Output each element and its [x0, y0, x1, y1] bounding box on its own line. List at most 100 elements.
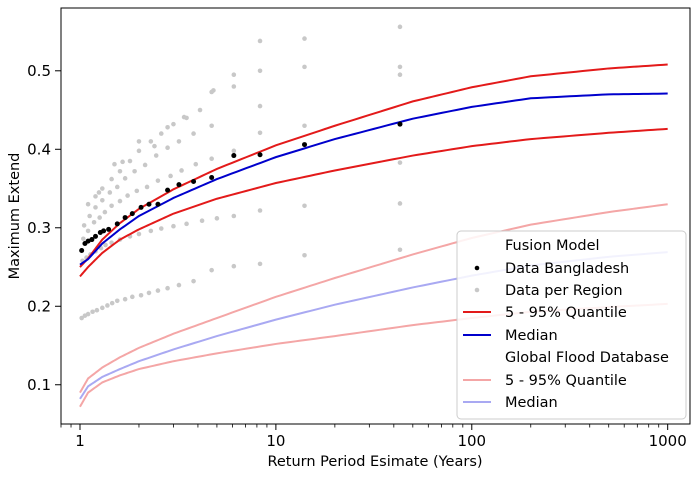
region-point: [122, 176, 128, 181]
region-point: [87, 213, 92, 219]
region-point: [257, 38, 263, 44]
region-point: [165, 125, 170, 130]
legend-bangladesh-marker: [474, 265, 480, 271]
x-tick-label: 1: [75, 432, 85, 450]
region-point: [79, 315, 84, 321]
legend-data-bangladesh: Data Bangladesh: [505, 261, 629, 277]
region-point: [209, 123, 214, 129]
region-point: [193, 161, 199, 167]
bangladesh-point: [101, 228, 107, 234]
region-point: [100, 198, 105, 203]
bangladesh-point: [397, 121, 403, 127]
region-point: [136, 148, 142, 154]
region-point: [91, 219, 97, 225]
region-point: [94, 307, 100, 313]
region-point: [130, 294, 135, 300]
legend-gfd-header: Global Flood Database: [505, 350, 669, 366]
region-point: [93, 205, 98, 210]
plot-frame: [60, 7, 691, 425]
region-point: [81, 236, 86, 242]
region-point: [109, 300, 115, 306]
legend-gfd-quantile: 5 - 95% Quantile: [505, 373, 627, 389]
region-point: [85, 311, 91, 317]
bangladesh-point: [79, 248, 85, 254]
region-point: [109, 176, 114, 182]
region-point: [197, 107, 203, 113]
region-point: [257, 130, 263, 136]
fusion-median-line: [79, 92, 668, 266]
region-point: [184, 221, 189, 227]
bangladesh-point: [93, 233, 98, 239]
bangladesh-points-group: [79, 121, 403, 254]
region-point: [102, 209, 108, 215]
bangladesh-point: [209, 175, 215, 181]
legend: Fusion Model Data Bangladesh Data per Re…: [456, 230, 687, 420]
region-point: [168, 173, 173, 179]
x-tick-label: 100: [457, 432, 486, 450]
x-tick-label: 10: [266, 432, 285, 450]
region-point: [105, 303, 110, 308]
bangladesh-point: [85, 238, 91, 244]
region-point: [302, 36, 307, 41]
region-point: [155, 178, 161, 183]
y-tick-label: 0.2: [27, 297, 51, 315]
region-point: [146, 290, 152, 296]
legend-region-marker: [474, 287, 480, 293]
bangladesh-point: [302, 142, 308, 148]
region-point: [231, 84, 237, 89]
y-tick-label: 0.4: [27, 140, 51, 158]
region-point: [165, 285, 170, 291]
region-point: [120, 159, 125, 165]
region-point: [90, 309, 95, 315]
bangladesh-point: [122, 215, 128, 221]
x-tick-label: 1000: [649, 432, 687, 450]
region-point: [257, 208, 263, 213]
region-point: [107, 190, 113, 195]
region-point: [191, 278, 196, 284]
region-point: [165, 145, 170, 151]
region-point: [231, 213, 237, 219]
region-point: [209, 89, 214, 95]
region-point: [397, 24, 403, 30]
region-point: [231, 148, 237, 154]
region-point: [397, 201, 403, 206]
region-point: [302, 203, 307, 209]
region-points-group: [79, 24, 403, 321]
bangladesh-point: [191, 178, 197, 184]
region-point: [100, 305, 105, 311]
region-point: [114, 298, 120, 304]
region-point: [125, 193, 130, 198]
legend-frame: [456, 230, 687, 420]
region-point: [153, 153, 159, 158]
region-point: [112, 161, 117, 167]
region-point: [93, 194, 98, 199]
gfd-q95-line: [79, 203, 668, 394]
region-point: [214, 216, 220, 221]
region-point: [171, 121, 176, 127]
region-point: [179, 168, 184, 173]
region-point: [302, 123, 307, 129]
region-point: [397, 72, 403, 78]
bangladesh-point: [257, 152, 263, 158]
bangladesh-point: [129, 211, 135, 217]
region-point: [176, 139, 182, 144]
region-point: [231, 263, 237, 269]
x-axis-label: Return Period Esimate (Years): [267, 454, 482, 470]
legend-gfd-median: Median: [505, 395, 558, 411]
legend-fusion-quantile: 5 - 95% Quantile: [505, 305, 627, 321]
region-point: [138, 292, 144, 298]
region-point: [117, 168, 123, 174]
y-axis-ticks: 0.1 0.2 0.3 0.4 0.5: [27, 62, 61, 394]
region-point: [176, 282, 182, 288]
region-point: [158, 131, 164, 136]
region-point: [96, 190, 102, 195]
region-point: [100, 186, 105, 191]
region-point: [397, 64, 403, 70]
region-point: [152, 143, 157, 149]
bangladesh-point: [89, 237, 95, 243]
region-point: [199, 218, 205, 224]
region-point: [136, 231, 142, 237]
x-axis-ticks: 1 10 100 1000: [60, 424, 687, 450]
region-point: [191, 131, 196, 136]
bangladesh-point: [106, 226, 112, 232]
